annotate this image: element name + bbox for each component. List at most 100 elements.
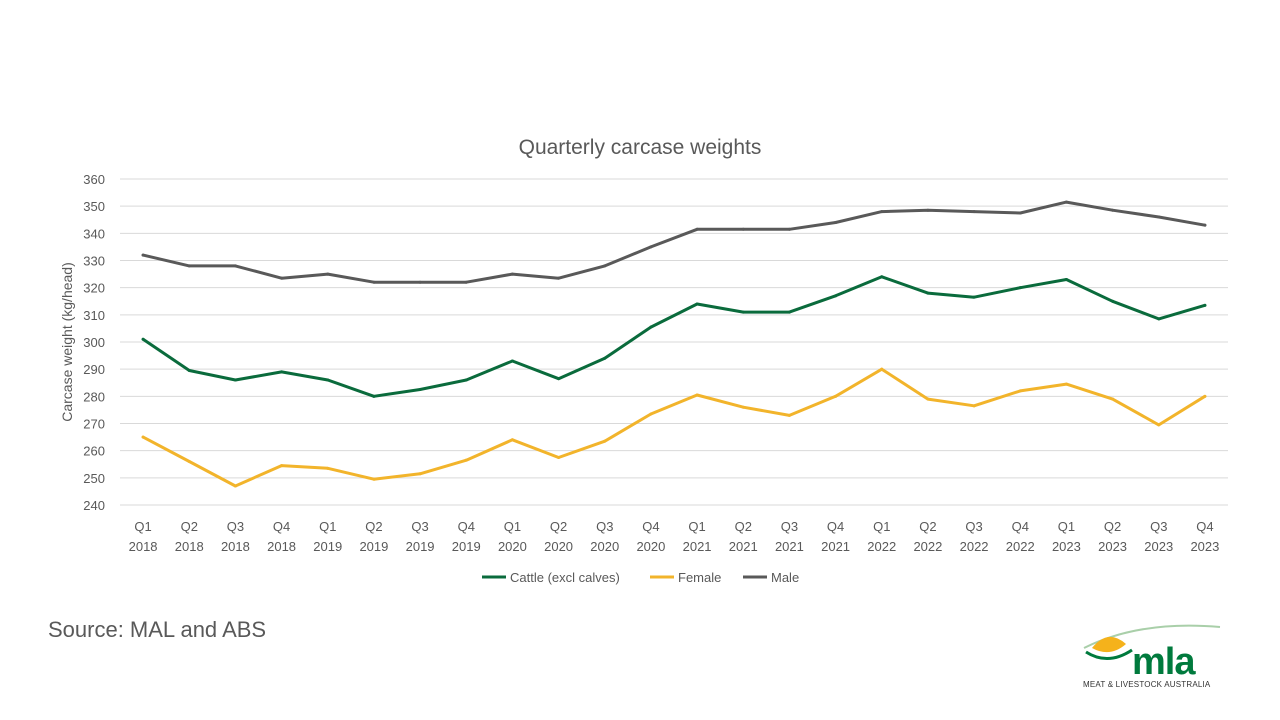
data-point xyxy=(880,210,884,214)
x-tick-quarter: Q2 xyxy=(181,519,198,534)
x-tick-quarter: Q4 xyxy=(1012,519,1029,534)
x-tick-quarter: Q2 xyxy=(919,519,936,534)
data-point xyxy=(834,294,838,298)
data-point xyxy=(326,466,330,470)
x-tick-quarter: Q3 xyxy=(1150,519,1167,534)
data-point xyxy=(141,337,145,341)
x-tick-quarter: Q3 xyxy=(227,519,244,534)
x-tick-year: 2018 xyxy=(175,539,204,554)
source-note: Source: MAL and ABS xyxy=(48,617,267,642)
data-point xyxy=(972,404,976,408)
data-point xyxy=(187,460,191,464)
data-point xyxy=(557,377,561,381)
mla-logo: mla xyxy=(1083,624,1221,683)
x-tick-quarter: Q1 xyxy=(1058,519,1075,534)
data-point xyxy=(1018,389,1022,393)
logo-sun-icon xyxy=(1092,636,1126,653)
y-tick-label: 350 xyxy=(83,199,105,214)
y-tick-label: 330 xyxy=(83,254,105,269)
data-point xyxy=(787,413,791,417)
x-tick-year: 2022 xyxy=(913,539,942,554)
data-point xyxy=(603,356,607,360)
x-tick-quarter: Q4 xyxy=(273,519,290,534)
x-tick-quarter: Q2 xyxy=(1104,519,1121,534)
data-point xyxy=(741,405,745,409)
data-point xyxy=(926,208,930,212)
x-tick-year: 2022 xyxy=(867,539,896,554)
gridlines xyxy=(120,178,1228,506)
data-point xyxy=(972,210,976,214)
data-point xyxy=(233,264,237,268)
data-point xyxy=(187,264,191,268)
data-point xyxy=(418,388,422,392)
data-point xyxy=(141,253,145,257)
y-tick-label: 310 xyxy=(83,308,105,323)
series-lines xyxy=(141,200,1207,488)
data-point xyxy=(557,455,561,459)
data-point xyxy=(1203,303,1207,307)
y-tick-label: 250 xyxy=(83,471,105,486)
x-tick-quarter: Q1 xyxy=(688,519,705,534)
data-point xyxy=(649,325,653,329)
data-point xyxy=(557,276,561,280)
data-point xyxy=(695,393,699,397)
x-tick-year: 2021 xyxy=(821,539,850,554)
data-point xyxy=(1064,382,1068,386)
y-tick-label: 340 xyxy=(83,226,105,241)
x-tick-year: 2021 xyxy=(683,539,712,554)
x-tick-year: 2019 xyxy=(452,539,481,554)
data-point xyxy=(1018,286,1022,290)
data-point xyxy=(1064,200,1068,204)
data-point xyxy=(834,220,838,224)
data-point xyxy=(603,264,607,268)
data-point xyxy=(649,412,653,416)
data-point xyxy=(1203,223,1207,227)
data-point xyxy=(1018,211,1022,215)
x-tick-year: 2019 xyxy=(406,539,435,554)
x-tick-year: 2023 xyxy=(1052,539,1081,554)
x-tick-quarter: Q2 xyxy=(550,519,567,534)
series-line-2 xyxy=(141,200,1207,284)
data-point xyxy=(695,227,699,231)
data-point xyxy=(741,227,745,231)
x-tick-quarter: Q4 xyxy=(642,519,659,534)
x-tick-quarter: Q4 xyxy=(458,519,475,534)
x-tick-year: 2019 xyxy=(313,539,342,554)
data-point xyxy=(280,370,284,374)
y-axis-label: Carcase weight (kg/head) xyxy=(59,262,75,422)
x-tick-quarter: Q3 xyxy=(411,519,428,534)
x-tick-quarter: Q2 xyxy=(735,519,752,534)
data-point xyxy=(372,280,376,284)
x-tick-year: 2018 xyxy=(221,539,250,554)
x-tick-year: 2018 xyxy=(129,539,158,554)
x-tick-year: 2021 xyxy=(729,539,758,554)
x-tick-quarter: Q1 xyxy=(319,519,336,534)
x-tick-year: 2020 xyxy=(590,539,619,554)
data-point xyxy=(464,458,468,462)
x-tick-year: 2022 xyxy=(1006,539,1035,554)
y-tick-label: 300 xyxy=(83,335,105,350)
x-tick-quarter: Q1 xyxy=(134,519,151,534)
x-tick-quarter: Q1 xyxy=(504,519,521,534)
data-point xyxy=(787,310,791,314)
y-tick-label: 280 xyxy=(83,389,105,404)
logo-swoosh xyxy=(1083,624,1221,649)
data-point xyxy=(233,484,237,488)
x-tick-year: 2019 xyxy=(359,539,388,554)
data-point xyxy=(695,302,699,306)
chart-title: Quarterly carcase weights xyxy=(519,136,762,159)
data-point xyxy=(880,367,884,371)
data-point xyxy=(787,227,791,231)
x-tick-quarter: Q3 xyxy=(596,519,613,534)
data-point xyxy=(880,275,884,279)
y-tick-label: 260 xyxy=(83,444,105,459)
legend: Cattle (excl calves) Female Male xyxy=(482,570,799,585)
data-point xyxy=(926,291,930,295)
x-tick-quarter: Q2 xyxy=(365,519,382,534)
legend-label: Male xyxy=(771,570,799,585)
y-tick-label: 270 xyxy=(83,417,105,432)
data-point xyxy=(1203,394,1207,398)
series-line-1 xyxy=(141,367,1207,488)
data-point xyxy=(464,280,468,284)
x-tick-year: 2023 xyxy=(1144,539,1173,554)
